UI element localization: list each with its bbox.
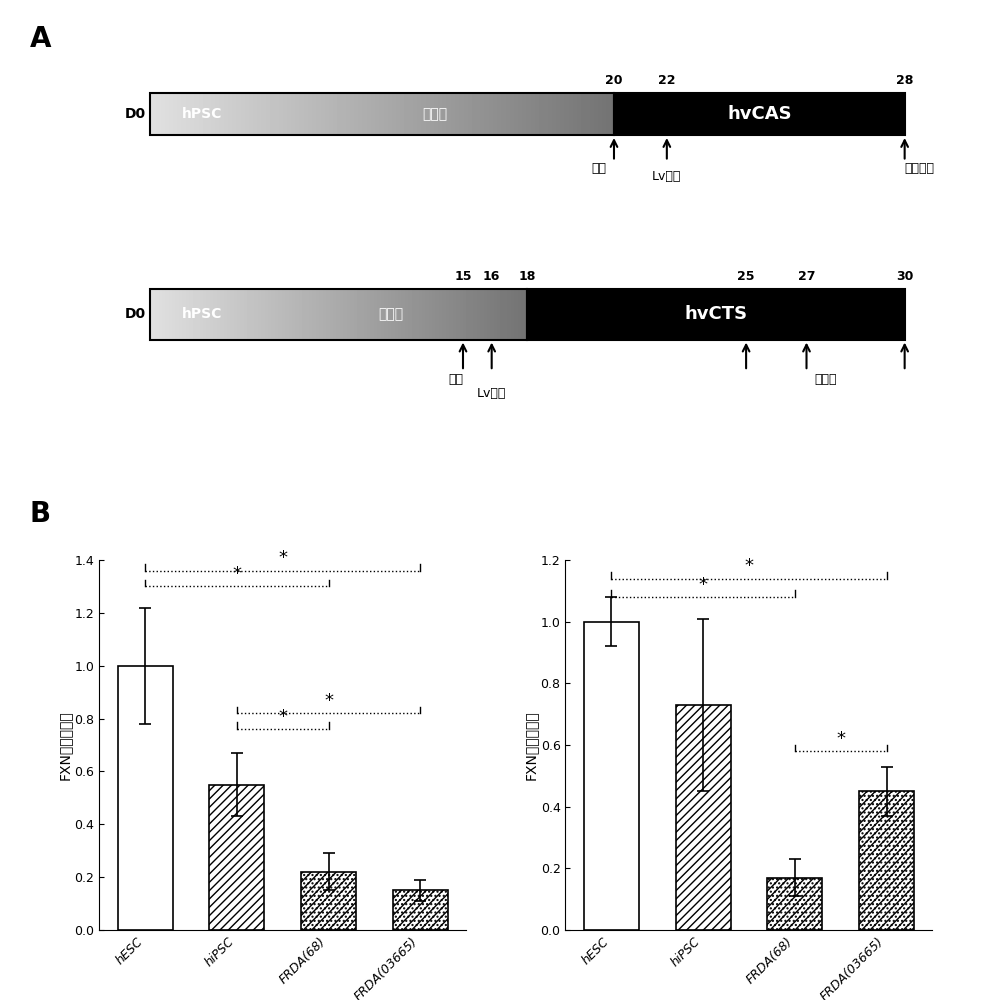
- Text: Lv转导: Lv转导: [652, 170, 682, 183]
- Text: D0: D0: [125, 307, 146, 321]
- Text: *: *: [698, 576, 707, 594]
- Text: 力测量: 力测量: [814, 373, 836, 386]
- Text: *: *: [278, 549, 288, 567]
- Text: A: A: [30, 25, 52, 53]
- Bar: [859, 791, 914, 930]
- Text: Lv转导: Lv转导: [477, 387, 506, 400]
- Text: *: *: [836, 730, 845, 748]
- Text: hPSC: hPSC: [183, 107, 223, 121]
- Text: 消化: 消化: [591, 162, 606, 175]
- Bar: [150, 289, 527, 340]
- Text: 28: 28: [896, 74, 914, 87]
- Text: B: B: [30, 500, 51, 528]
- Bar: [676, 705, 730, 930]
- Bar: [583, 622, 639, 930]
- Bar: [527, 289, 905, 340]
- Bar: [150, 93, 614, 135]
- Text: D0: D0: [125, 107, 146, 121]
- Text: hvCTS: hvCTS: [684, 305, 747, 323]
- Text: 光学标测: 光学标测: [905, 162, 934, 175]
- Y-axis label: FXN转录本表达: FXN转录本表达: [524, 710, 538, 780]
- Text: 27: 27: [798, 270, 815, 283]
- Bar: [859, 791, 914, 930]
- Text: 心肌球: 心肌球: [379, 307, 404, 321]
- Text: 18: 18: [519, 270, 536, 283]
- Y-axis label: FXN转录本表达: FXN转录本表达: [58, 710, 71, 780]
- Bar: [117, 666, 173, 930]
- Text: *: *: [324, 692, 333, 710]
- Text: *: *: [232, 565, 241, 583]
- Text: 20: 20: [605, 74, 623, 87]
- Text: 22: 22: [658, 74, 676, 87]
- Text: 15: 15: [454, 270, 472, 283]
- Text: 16: 16: [483, 270, 500, 283]
- Bar: [614, 93, 905, 135]
- Text: hPSC: hPSC: [183, 307, 223, 321]
- Bar: [393, 890, 447, 930]
- Bar: [767, 878, 822, 930]
- Bar: [209, 785, 264, 930]
- Text: *: *: [278, 708, 288, 726]
- Bar: [767, 878, 822, 930]
- Text: 消化: 消化: [448, 373, 463, 386]
- Bar: [302, 872, 356, 930]
- Text: *: *: [744, 557, 754, 575]
- Text: 25: 25: [737, 270, 755, 283]
- Text: hvCAS: hvCAS: [727, 105, 792, 123]
- Bar: [302, 872, 356, 930]
- Text: 30: 30: [896, 270, 914, 283]
- Bar: [393, 890, 447, 930]
- Text: 心肌球: 心肌球: [423, 107, 447, 121]
